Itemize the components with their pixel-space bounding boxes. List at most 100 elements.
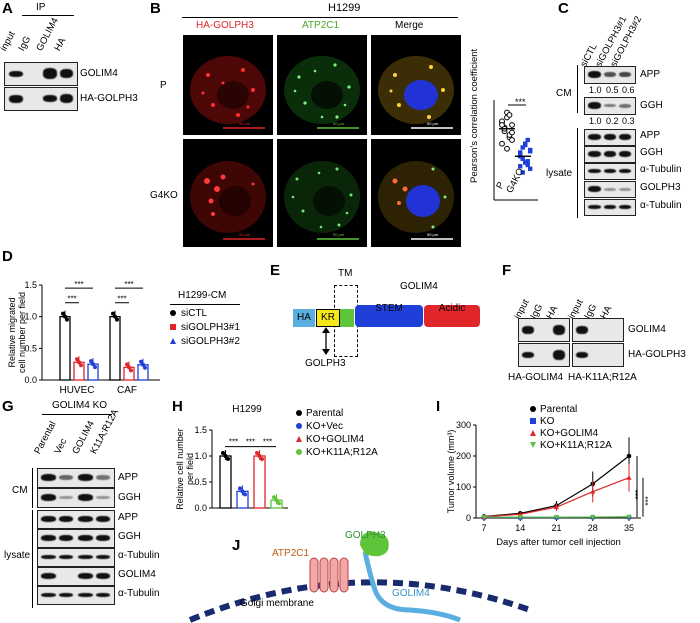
- h-point: [272, 495, 276, 500]
- blot-lys-golph3: [584, 181, 636, 198]
- d-y-tick-label: 0.0: [24, 375, 37, 385]
- d-point: [115, 317, 119, 322]
- j-label-golph3: GOLPH3: [345, 530, 386, 541]
- h-point: [257, 454, 262, 458]
- f-blot-ha-left: [518, 343, 570, 367]
- i-sig: ***: [634, 490, 643, 499]
- d-point: [129, 368, 133, 373]
- scale-label: 50 μm: [427, 232, 439, 237]
- h-legend-1: Parental: [296, 408, 343, 419]
- panel-e-letter: E: [270, 262, 281, 279]
- i-y-tick-label: 0: [466, 513, 471, 523]
- d-ylabel: Relative migratedcell number per field: [7, 292, 27, 373]
- d-y-tick-label: 1.0: [24, 312, 37, 322]
- f-blot-golim4-left: [518, 318, 570, 342]
- i-legend-4: KO+K11A;R12A: [530, 440, 612, 451]
- e-title: GOLIM4: [400, 281, 438, 292]
- c-row-lys-golph3: GOLPH3: [640, 182, 681, 193]
- h-point: [277, 501, 281, 506]
- micrograph-g4ko-red: 50 μm: [182, 138, 274, 248]
- pearson-point-g4ko: [518, 152, 523, 158]
- h-legend-label: Parental: [306, 408, 344, 419]
- d-category-label: CAF: [117, 385, 137, 396]
- lane-igg: IgG: [16, 34, 34, 53]
- h-legend-label: KO+Vec: [306, 421, 343, 432]
- h-bar: [253, 455, 266, 509]
- row-ha-golph3: HA-GOLPH3: [80, 93, 138, 104]
- scale-label: 50 μm: [427, 121, 439, 126]
- h-point: [255, 451, 259, 455]
- i-point: [553, 504, 560, 510]
- blot-lys-app: [584, 129, 636, 146]
- d-point: [77, 360, 81, 365]
- d-bar: [109, 316, 121, 381]
- d-legend-item-2: siGOLPH3#1: [170, 322, 240, 333]
- f-blot-ha-right: [572, 343, 624, 367]
- h-legend-label: KO+K11A;R12A: [306, 447, 378, 458]
- blot-lys-tub2: [584, 199, 636, 216]
- micrograph-g4ko-green: 50 μm: [276, 138, 368, 248]
- i-x-tick-label: 35: [624, 523, 634, 533]
- i-legend-1: Parental: [530, 404, 577, 415]
- h-legend-4: KO+K11A;R12A: [296, 447, 378, 458]
- scale-label: 50 μm: [239, 232, 251, 237]
- i-x-tick-label: 7: [481, 523, 486, 533]
- d-sig: ***: [74, 280, 83, 289]
- d-point: [93, 365, 97, 370]
- panel-d-letter: D: [2, 248, 13, 265]
- h-y-tick-label: 0.0: [194, 503, 207, 513]
- h-sig: ***: [263, 438, 272, 447]
- d-category-label: HUVEC: [59, 385, 94, 396]
- c-row-cm-app: APP: [640, 69, 661, 80]
- g-row-lys-tub1: α-Tubulin: [118, 550, 160, 561]
- migration-chart: 0.0 0.5 1.0 1.5 Relative migratedcell number…: [7, 280, 160, 396]
- acidic-label: Acidic: [438, 303, 466, 314]
- golph3-protein: [360, 531, 389, 557]
- g-header-line: [42, 414, 112, 415]
- g-lane-2: Vec: [52, 436, 70, 456]
- lysate-bracket: [577, 128, 578, 218]
- d-y-tick-label: 1.5: [24, 280, 37, 290]
- i-legend-label: KO+K11A;R12A: [540, 440, 612, 451]
- h-point: [243, 492, 247, 497]
- d-point: [61, 311, 65, 316]
- d-legend-title: H1299-CM: [178, 290, 227, 301]
- cm-ggh-val-2: 0.2: [606, 116, 619, 126]
- g-row-lys-app: APP: [118, 512, 139, 523]
- tm-label: TM: [338, 268, 353, 279]
- i-legend-label: KO+GOLIM4: [540, 428, 599, 439]
- binder-golph3: GOLPH3: [305, 358, 346, 369]
- i-ylabel: Tumor volume (mm³): [446, 430, 456, 514]
- d-legend-label: siGOLPH3#1: [181, 322, 240, 333]
- c-row-cm-ggh: GGH: [640, 100, 663, 111]
- g-blot-lys-app: [37, 510, 115, 529]
- i-point: [626, 514, 632, 520]
- cm-app-val-1: 1.0: [589, 85, 602, 95]
- scale-label: 50 μm: [333, 121, 345, 126]
- i-y-tick-label: 300: [456, 420, 471, 430]
- h-point: [223, 454, 228, 458]
- pearson-point-g4ko: [528, 166, 533, 171]
- d-sig: ***: [67, 294, 76, 303]
- h-point: [274, 498, 279, 503]
- h-bar: [219, 455, 232, 509]
- j-label-golgi: Golgi membrane: [240, 598, 314, 609]
- d-point: [79, 363, 83, 368]
- d-point: [141, 362, 145, 367]
- d-point: [139, 359, 143, 364]
- i-x-tick-label: 14: [515, 523, 525, 533]
- row-g4ko: G4KO: [150, 190, 178, 201]
- scale-label: 50 μm: [333, 232, 345, 237]
- panel-g-letter: G: [2, 398, 14, 415]
- blot-cm-app: [584, 66, 636, 84]
- panel-j-letter: J: [232, 537, 241, 554]
- pearson-ylabel: Pearson's correlation coefficient: [469, 48, 480, 183]
- golim4-protein: [362, 551, 461, 623]
- g-blot-cm-ggh: [37, 488, 115, 508]
- i-y-tick-label: 200: [456, 451, 471, 461]
- ip-label: IP: [36, 2, 46, 13]
- d-point: [63, 314, 67, 319]
- panel-f-letter: F: [502, 262, 512, 279]
- pearson-point-p: [499, 140, 505, 147]
- blot-golim4: [4, 62, 78, 86]
